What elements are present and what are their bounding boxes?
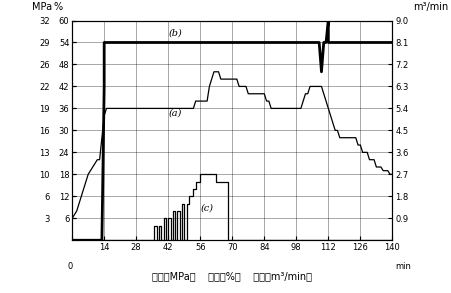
Text: 0: 0 [68,262,73,271]
Text: (c): (c) [200,204,213,213]
Text: (a): (a) [168,109,182,118]
Text: m³/min: m³/min [413,2,448,12]
Text: (b): (b) [168,28,182,37]
Text: %: % [53,2,62,12]
Text: MPa: MPa [32,2,52,12]
Text: min: min [396,262,411,271]
Text: 油压（MPa）    砂比（%）    排量（m³/min）: 油压（MPa） 砂比（%） 排量（m³/min） [152,271,312,281]
